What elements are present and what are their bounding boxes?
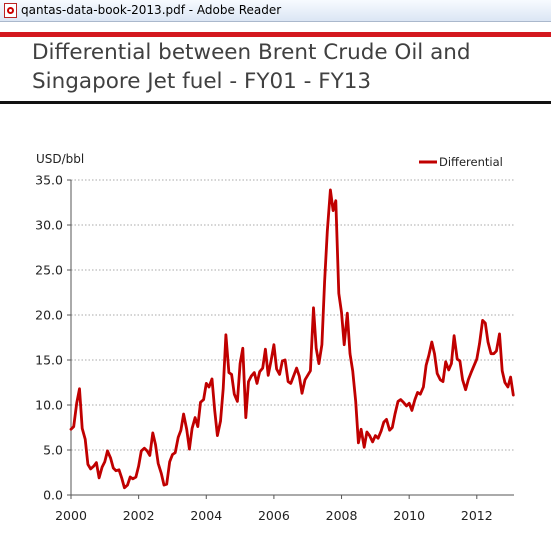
page-title-line-1: Differential between Brent Crude Oil and bbox=[32, 40, 471, 65]
y-axis-label: USD/bbl bbox=[36, 152, 84, 166]
title-divider bbox=[0, 101, 551, 104]
y-tick-label-3: 15.0 bbox=[35, 353, 63, 368]
y-tick-label-1: 5.0 bbox=[43, 443, 63, 458]
accent-bar bbox=[0, 32, 551, 37]
x-tick-label-2: 2004 bbox=[190, 508, 222, 523]
x-tick-label-1: 2002 bbox=[123, 508, 155, 523]
y-tick-label-0: 0.0 bbox=[43, 488, 63, 503]
chart-series bbox=[69, 188, 515, 490]
pdf-icon bbox=[4, 3, 17, 18]
legend-label-differential: Differential bbox=[439, 155, 503, 169]
x-axis-ticks: 2000 2002 2004 2006 2008 2010 2012 bbox=[55, 495, 493, 523]
y-tick-label-4: 20.0 bbox=[35, 308, 63, 323]
y-tick-label-2: 10.0 bbox=[35, 398, 63, 413]
y-axis-ticks: 0.0 5.0 10.0 15.0 20.0 25.0 30.0 35.0 bbox=[35, 173, 71, 503]
series-line-0 bbox=[69, 188, 515, 490]
chart-legend: Differential bbox=[419, 155, 503, 169]
chart-gridlines bbox=[71, 179, 514, 451]
y-tick-label-5: 25.0 bbox=[35, 263, 63, 278]
y-tick-label-6: 30.0 bbox=[35, 218, 63, 233]
y-tick-label-7: 35.0 bbox=[35, 173, 63, 188]
x-tick-label-5: 2010 bbox=[393, 508, 425, 523]
x-tick-label-3: 2006 bbox=[258, 508, 290, 523]
window-titlebar: qantas-data-book-2013.pdf - Adobe Reader bbox=[0, 0, 551, 22]
page-title-line-2: Singapore Jet fuel - FY01 - FY13 bbox=[32, 69, 372, 94]
x-tick-label-0: 2000 bbox=[55, 508, 87, 523]
window-title: qantas-data-book-2013.pdf - Adobe Reader bbox=[21, 3, 282, 17]
chart-axes bbox=[70, 180, 514, 496]
x-tick-label-4: 2008 bbox=[326, 508, 358, 523]
x-tick-label-6: 2012 bbox=[461, 508, 493, 523]
page-title: Differential between Brent Crude Oil and… bbox=[32, 38, 542, 96]
